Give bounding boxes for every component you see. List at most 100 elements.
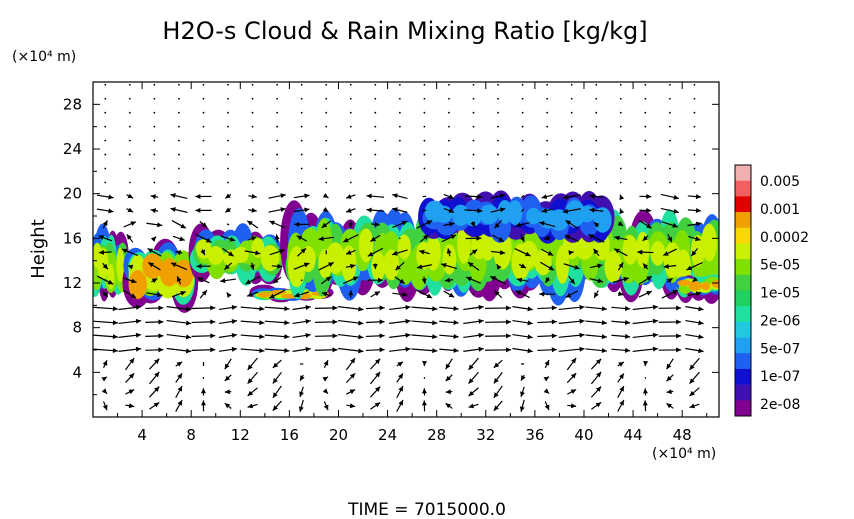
cloud-cell xyxy=(565,200,586,227)
cloud-cell xyxy=(257,292,272,298)
wind-vector-head xyxy=(524,251,531,257)
wind-vector-head xyxy=(322,193,329,198)
wind-vector-head xyxy=(304,207,310,213)
wind-vector-dot xyxy=(251,83,254,86)
wind-vector-dot xyxy=(570,139,573,142)
wind-vector-dot xyxy=(251,153,254,156)
wind-vector-head xyxy=(543,376,550,382)
wind-vector-head xyxy=(642,400,648,406)
wind-vector-head xyxy=(305,346,311,352)
wind-vector-head xyxy=(273,278,279,284)
wind-vector-head xyxy=(589,193,595,199)
wind-vector-head xyxy=(493,392,499,398)
y-axis-label: Height xyxy=(28,219,49,279)
colorbar-frame xyxy=(734,164,752,417)
wind-vector-dot xyxy=(227,167,229,170)
wind-vector-dot xyxy=(472,181,475,184)
colorbar-segment xyxy=(735,400,751,417)
wind-vector-dot xyxy=(276,167,279,170)
wind-vector-dot xyxy=(251,181,254,184)
wind-vector-head xyxy=(595,402,602,408)
wind-vector xyxy=(520,194,525,199)
colorbar-segment xyxy=(735,321,751,338)
wind-vector-head xyxy=(374,386,381,392)
wind-vector-dot xyxy=(595,125,598,128)
cloud-cell xyxy=(548,209,570,231)
wind-vector-head xyxy=(259,320,265,326)
wind-vector-dot xyxy=(619,97,622,100)
wind-vector-head xyxy=(135,346,142,352)
wind-vector-head xyxy=(157,222,163,228)
wind-vector-head xyxy=(666,375,672,382)
cloud-cell xyxy=(260,245,280,272)
wind-vector-head xyxy=(247,390,254,396)
wind-vector-dot xyxy=(693,97,696,100)
wind-vector-head xyxy=(571,358,577,364)
wind-vector-head xyxy=(619,208,625,215)
wind-vector-dot xyxy=(448,111,450,114)
x-tick-label: 4 xyxy=(137,426,147,444)
wind-vector-head xyxy=(346,194,352,199)
wind-vector-head xyxy=(579,346,585,352)
wind-vector-head xyxy=(643,360,649,367)
wind-vector-head xyxy=(358,334,364,340)
wind-vector-dot xyxy=(251,167,254,170)
wind-vector-dot xyxy=(546,167,549,170)
wind-vector-head xyxy=(185,320,192,326)
wind-vector-dot xyxy=(619,139,622,142)
cloud-cell xyxy=(578,205,596,223)
wind-vector-head xyxy=(569,278,575,285)
wind-vector-head xyxy=(519,236,525,243)
wind-vector-head xyxy=(547,250,554,256)
colorbar-segment xyxy=(735,274,751,291)
wind-vector-head xyxy=(180,223,186,229)
wind-vector-dot xyxy=(619,111,622,114)
wind-vector-head xyxy=(574,264,580,270)
colorbar-label: 1e-07 xyxy=(760,369,800,385)
wind-vector-head xyxy=(618,362,624,367)
wind-vector-dot xyxy=(644,83,647,86)
wind-vector-head xyxy=(150,208,157,214)
cloud-cell xyxy=(142,253,163,279)
wind-vector-dot xyxy=(669,167,671,170)
wind-vector-head xyxy=(642,388,648,394)
wind-vector-dot xyxy=(546,139,549,142)
cloud-cell xyxy=(341,245,357,283)
wind-vector-dot xyxy=(374,125,377,128)
wind-vector-dot xyxy=(644,97,647,100)
wind-vector-dot xyxy=(276,97,279,100)
wind-vector-dot xyxy=(202,153,205,156)
wind-vector-head xyxy=(225,193,231,199)
wind-vector-head xyxy=(402,292,408,297)
wind-vector-head xyxy=(272,362,279,368)
wind-vector-head xyxy=(506,319,512,325)
wind-vector-head xyxy=(614,235,620,241)
wind-vector-dot xyxy=(669,83,671,86)
wind-vector-dot xyxy=(398,125,401,128)
wind-vector-head xyxy=(135,332,142,338)
wind-vector-head xyxy=(468,390,475,396)
wind-vector-head xyxy=(170,193,176,199)
cloud-cell xyxy=(358,228,374,263)
wind-vector-head xyxy=(269,220,275,226)
wind-vector-dot xyxy=(276,139,279,142)
wind-vector-head xyxy=(405,332,411,338)
colorbar-segment xyxy=(735,259,751,276)
wind-vector-dot xyxy=(619,167,622,170)
colorbar-label: 0.0002 xyxy=(760,230,809,246)
wind-vector-head xyxy=(177,386,183,392)
wind-vector-head xyxy=(652,304,659,310)
wind-vector-dot xyxy=(349,111,352,114)
wind-vector-head xyxy=(619,194,625,201)
wind-vector-head xyxy=(284,306,290,312)
wind-vector-dot xyxy=(153,167,156,170)
wind-vector-head xyxy=(441,262,447,268)
wind-vector-dot xyxy=(497,153,499,156)
wind-vector-dot xyxy=(202,125,205,128)
wind-vector-dot xyxy=(472,125,475,128)
wind-vector-dot xyxy=(693,83,696,86)
wind-vector-dot xyxy=(374,167,377,170)
wind-vector-head xyxy=(108,194,114,200)
wind-vector-dot xyxy=(325,153,328,156)
wind-vector-head xyxy=(153,402,160,408)
